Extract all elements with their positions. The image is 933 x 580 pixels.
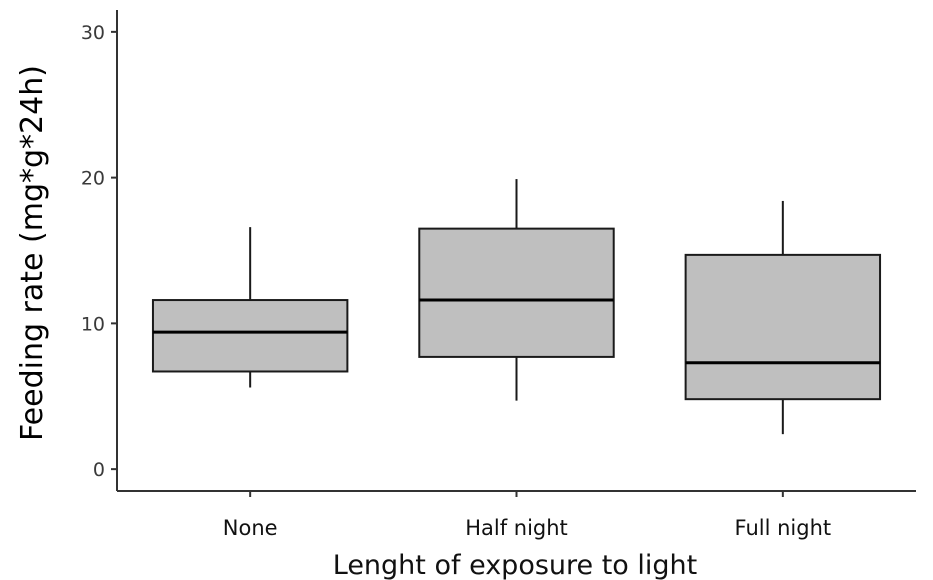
y-tick-label: 30 — [81, 22, 105, 44]
y-tick-label: 0 — [93, 459, 105, 481]
box-group — [418, 179, 615, 401]
y-tick-label: 20 — [81, 168, 105, 190]
box-group — [684, 200, 882, 435]
x-tick-label: Full night — [735, 516, 832, 540]
box-iqr — [418, 227, 615, 358]
y-axis-ticks: 0 10 20 30 — [81, 22, 117, 481]
y-tick-label: 10 — [81, 313, 105, 335]
x-tick-label: Half night — [465, 516, 568, 540]
x-tick-label: None — [223, 516, 278, 540]
plot-area — [151, 179, 882, 435]
x-axis-label: Lenght of exposure to light — [333, 550, 698, 580]
box-iqr — [151, 299, 349, 373]
y-axis-label: Feeding rate (mg*g*24h) — [15, 65, 50, 441]
x-axis-ticks: None Half night Full night — [223, 491, 831, 540]
box-group — [151, 227, 349, 388]
box-iqr — [684, 253, 882, 401]
